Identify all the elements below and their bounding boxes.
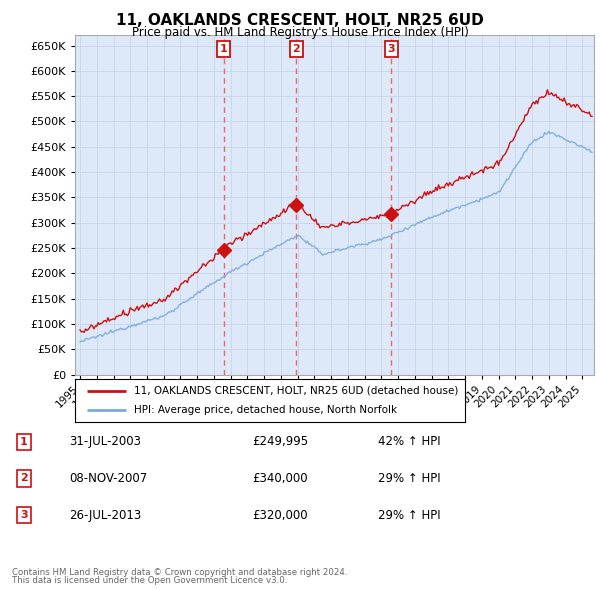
Text: £249,995: £249,995	[252, 435, 308, 448]
Text: Price paid vs. HM Land Registry's House Price Index (HPI): Price paid vs. HM Land Registry's House …	[131, 26, 469, 39]
Text: 08-NOV-2007: 08-NOV-2007	[69, 472, 147, 485]
Text: 2: 2	[292, 44, 300, 54]
Text: 42% ↑ HPI: 42% ↑ HPI	[378, 435, 440, 448]
Text: 3: 3	[20, 510, 28, 520]
Text: 2: 2	[20, 474, 28, 483]
Text: 26-JUL-2013: 26-JUL-2013	[69, 509, 141, 522]
Text: This data is licensed under the Open Government Licence v3.0.: This data is licensed under the Open Gov…	[12, 576, 287, 585]
Text: 1: 1	[20, 437, 28, 447]
Text: 29% ↑ HPI: 29% ↑ HPI	[378, 472, 440, 485]
Text: 11, OAKLANDS CRESCENT, HOLT, NR25 6UD (detached house): 11, OAKLANDS CRESCENT, HOLT, NR25 6UD (d…	[133, 386, 458, 396]
Text: 3: 3	[388, 44, 395, 54]
Text: £320,000: £320,000	[252, 509, 308, 522]
Text: 29% ↑ HPI: 29% ↑ HPI	[378, 509, 440, 522]
Text: 1: 1	[220, 44, 227, 54]
Text: £340,000: £340,000	[252, 472, 308, 485]
Text: 11, OAKLANDS CRESCENT, HOLT, NR25 6UD: 11, OAKLANDS CRESCENT, HOLT, NR25 6UD	[116, 13, 484, 28]
Text: Contains HM Land Registry data © Crown copyright and database right 2024.: Contains HM Land Registry data © Crown c…	[12, 568, 347, 577]
Text: HPI: Average price, detached house, North Norfolk: HPI: Average price, detached house, Nort…	[133, 405, 397, 415]
Text: 31-JUL-2003: 31-JUL-2003	[69, 435, 141, 448]
